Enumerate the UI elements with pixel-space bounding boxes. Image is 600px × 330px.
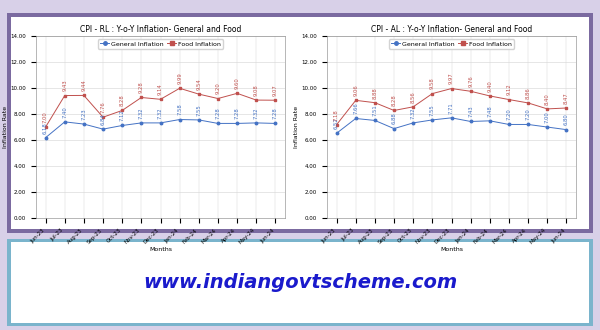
Text: 8.47: 8.47 bbox=[564, 92, 569, 104]
Text: 8.56: 8.56 bbox=[410, 91, 416, 103]
Text: 6.88: 6.88 bbox=[392, 113, 397, 124]
Text: www.indiangovtscheme.com: www.indiangovtscheme.com bbox=[143, 273, 457, 292]
Text: 9.40: 9.40 bbox=[487, 80, 493, 92]
Text: 8.28: 8.28 bbox=[392, 94, 397, 106]
Text: 9.60: 9.60 bbox=[235, 78, 239, 89]
Text: 9.28: 9.28 bbox=[139, 82, 144, 93]
Text: 9.97: 9.97 bbox=[449, 73, 454, 84]
Text: 6.52: 6.52 bbox=[334, 117, 339, 129]
Text: 9.76: 9.76 bbox=[468, 75, 473, 87]
Text: 7.20: 7.20 bbox=[526, 109, 530, 120]
Text: 8.88: 8.88 bbox=[373, 87, 377, 99]
Text: 7.12: 7.12 bbox=[119, 110, 125, 121]
Text: 8.40: 8.40 bbox=[545, 93, 550, 105]
X-axis label: Months: Months bbox=[440, 247, 463, 252]
Text: 9.14: 9.14 bbox=[158, 83, 163, 95]
Text: 6.80: 6.80 bbox=[564, 114, 569, 125]
Text: 9.12: 9.12 bbox=[506, 83, 511, 95]
Text: 7.71: 7.71 bbox=[449, 102, 454, 114]
Text: 7.23: 7.23 bbox=[82, 108, 86, 120]
Text: 7.00: 7.00 bbox=[43, 111, 48, 123]
Text: 7.66: 7.66 bbox=[353, 103, 358, 114]
Text: 6.18: 6.18 bbox=[43, 122, 48, 134]
Text: 7.32: 7.32 bbox=[139, 107, 144, 119]
Text: 7.20: 7.20 bbox=[506, 109, 511, 120]
Text: 7.58: 7.58 bbox=[177, 104, 182, 116]
Text: 9.43: 9.43 bbox=[62, 80, 67, 91]
Y-axis label: Inflation Rate: Inflation Rate bbox=[3, 106, 8, 148]
Text: 6.84: 6.84 bbox=[101, 113, 106, 125]
Title: CPI - AL : Y-o-Y Inflation- General and Food: CPI - AL : Y-o-Y Inflation- General and … bbox=[371, 25, 532, 34]
Y-axis label: Inflation Rate: Inflation Rate bbox=[294, 106, 299, 148]
Text: 9.44: 9.44 bbox=[82, 80, 86, 91]
Text: 9.07: 9.07 bbox=[273, 84, 278, 96]
Text: 8.86: 8.86 bbox=[526, 87, 530, 99]
Text: 7.48: 7.48 bbox=[487, 105, 493, 117]
X-axis label: Months: Months bbox=[149, 247, 172, 252]
Text: 7.32: 7.32 bbox=[410, 107, 416, 119]
Text: 7.55: 7.55 bbox=[196, 104, 202, 116]
Text: 7.18: 7.18 bbox=[334, 109, 339, 120]
Text: 7.55: 7.55 bbox=[430, 104, 435, 116]
Text: 7.28: 7.28 bbox=[235, 108, 239, 119]
Title: CPI - RL : Y-o-Y Inflation- General and Food: CPI - RL : Y-o-Y Inflation- General and … bbox=[80, 25, 241, 34]
Legend: General Inflation, Food Inflation: General Inflation, Food Inflation bbox=[389, 39, 514, 49]
Text: 9.99: 9.99 bbox=[177, 72, 182, 84]
Text: 7.32: 7.32 bbox=[254, 107, 259, 119]
Text: 7.00: 7.00 bbox=[545, 111, 550, 123]
Legend: General Inflation, Food Inflation: General Inflation, Food Inflation bbox=[98, 39, 223, 49]
Text: 7.28: 7.28 bbox=[273, 108, 278, 119]
Text: 7.28: 7.28 bbox=[215, 108, 220, 119]
Text: 9.54: 9.54 bbox=[196, 78, 202, 90]
Text: 9.58: 9.58 bbox=[430, 78, 435, 89]
Text: 7.43: 7.43 bbox=[468, 106, 473, 117]
Text: 9.20: 9.20 bbox=[215, 82, 220, 94]
Text: 9.06: 9.06 bbox=[353, 84, 358, 96]
Text: 7.51: 7.51 bbox=[373, 105, 377, 116]
Text: 8.28: 8.28 bbox=[119, 94, 125, 106]
Text: 9.08: 9.08 bbox=[254, 84, 259, 96]
Text: 7.32: 7.32 bbox=[158, 107, 163, 119]
Text: 7.40: 7.40 bbox=[62, 106, 67, 118]
Text: 7.76: 7.76 bbox=[101, 101, 106, 113]
